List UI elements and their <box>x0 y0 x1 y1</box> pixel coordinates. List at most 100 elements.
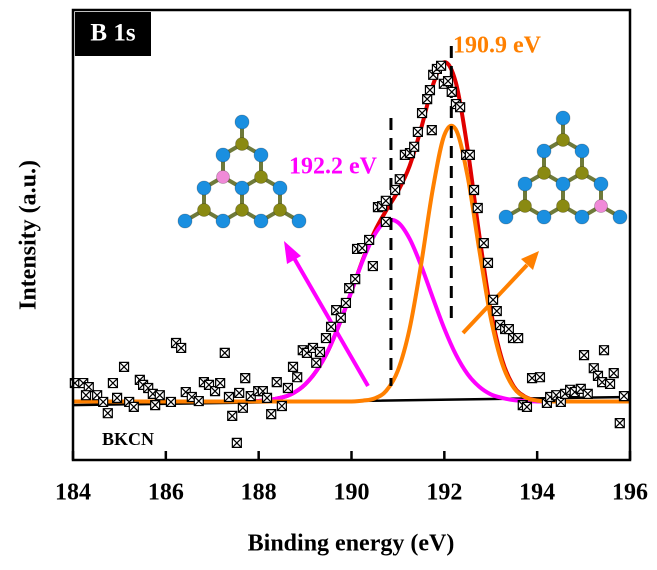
x-axis-title: Binding energy (eV) <box>248 531 455 557</box>
atom <box>254 214 268 228</box>
data-point <box>220 348 229 357</box>
data-point <box>535 373 544 382</box>
data-point <box>514 334 523 343</box>
data-point <box>224 393 233 402</box>
data-point <box>277 402 286 411</box>
annotation: BKCN <box>102 429 154 449</box>
data-point <box>600 346 609 355</box>
atom <box>575 210 589 224</box>
data-point <box>447 87 456 96</box>
data-point <box>345 284 354 293</box>
atom <box>273 181 287 195</box>
atom <box>292 214 306 228</box>
atom <box>595 200 608 213</box>
data-point <box>228 411 237 420</box>
data-point <box>619 392 628 401</box>
annotation: 190.9 eV <box>453 33 542 59</box>
atom <box>519 200 532 213</box>
data-point <box>381 196 390 205</box>
data-point <box>522 402 531 411</box>
data-point <box>473 204 482 213</box>
data-point <box>283 384 292 393</box>
structures <box>178 111 627 228</box>
data-point <box>129 402 138 411</box>
data-point <box>166 397 175 406</box>
fit-line <box>73 62 630 401</box>
data-point <box>241 374 250 383</box>
data-point <box>381 217 390 226</box>
atom <box>613 210 627 224</box>
atom <box>537 210 551 224</box>
arrow-head <box>284 241 301 264</box>
atom <box>537 144 551 158</box>
atom <box>236 204 249 217</box>
data-point <box>615 419 624 428</box>
molecule <box>499 111 627 224</box>
data-point <box>465 150 474 159</box>
data-point <box>99 397 108 406</box>
atom <box>198 204 211 217</box>
atom <box>197 181 211 195</box>
atom <box>557 200 570 213</box>
atom <box>254 148 268 162</box>
data-point <box>395 175 404 184</box>
data-point <box>312 358 321 367</box>
atom <box>499 210 513 224</box>
data-point <box>272 378 281 387</box>
atom <box>556 177 570 191</box>
atom <box>538 167 551 180</box>
data-point <box>456 103 465 112</box>
data-point <box>413 127 422 136</box>
data-point <box>263 393 272 402</box>
data-point <box>151 401 160 410</box>
data-point <box>418 109 427 118</box>
atom <box>576 167 589 180</box>
data-point <box>235 388 244 397</box>
atom <box>274 204 287 217</box>
data-point <box>108 379 117 388</box>
data-point <box>425 86 434 95</box>
atom <box>556 111 570 125</box>
data-point <box>70 379 79 388</box>
chart-title: B 1s <box>90 20 135 47</box>
data-point <box>289 362 298 371</box>
molecule <box>178 115 306 228</box>
fit-line <box>73 220 630 402</box>
data-point <box>489 295 498 304</box>
data-point <box>368 262 377 271</box>
data-point <box>427 126 436 135</box>
data-point <box>336 313 345 322</box>
data-point <box>351 275 360 284</box>
data-point <box>391 186 400 195</box>
x-tick-label: 194 <box>519 480 555 506</box>
x-tick-label: 188 <box>241 480 277 506</box>
data-point <box>479 239 488 248</box>
atom <box>518 177 532 191</box>
data-point <box>194 397 203 406</box>
data-point <box>609 369 618 378</box>
x-tick-label: 184 <box>55 480 91 506</box>
atom <box>235 115 249 129</box>
data-point <box>81 391 90 400</box>
data-point <box>155 391 164 400</box>
data-point <box>293 373 302 382</box>
data-point <box>341 298 350 307</box>
data-point <box>410 142 419 151</box>
data-point <box>113 393 122 402</box>
data-point <box>327 322 336 331</box>
x-tick-label: 192 <box>426 480 462 506</box>
data-point <box>216 379 225 388</box>
data-point <box>365 235 374 244</box>
data-point <box>583 389 592 398</box>
data-point <box>120 362 129 371</box>
atom <box>216 148 230 162</box>
atom <box>557 134 570 147</box>
data-point <box>232 438 241 447</box>
data-point <box>492 307 501 316</box>
data-point <box>580 351 589 360</box>
data-point <box>444 77 453 86</box>
atom <box>575 144 589 158</box>
atom <box>178 214 192 228</box>
data-point <box>483 258 492 267</box>
